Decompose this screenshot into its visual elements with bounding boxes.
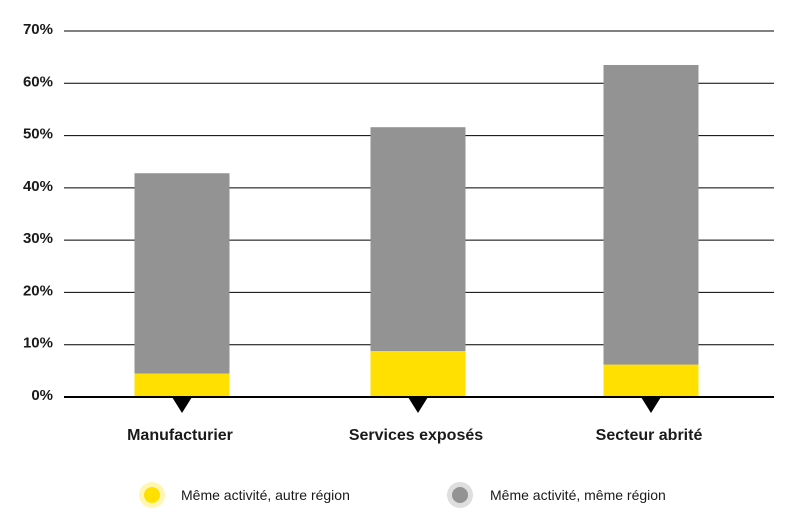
baseline-layer [64, 396, 774, 413]
legend-swatch-1 [452, 487, 468, 503]
category-label-1: Services exposés [349, 427, 483, 444]
legend-item-1: Même activité, même région [447, 482, 666, 508]
y-tick-label-40: 40% [23, 178, 53, 195]
category-marker-2 [641, 397, 661, 413]
bar-meme-region-2 [603, 64, 699, 365]
legend-label-1: Même activité, même région [490, 487, 666, 503]
y-tick-label-50: 50% [23, 126, 53, 143]
category-label-2: Secteur abrité [596, 427, 703, 444]
category-label-0: Manufacturier [127, 427, 233, 444]
bars [134, 64, 699, 397]
y-tick-label-60: 60% [23, 73, 53, 90]
bar-autre-region-1 [370, 350, 466, 397]
y-axis-ticks: 0% 10% 20% 30% 40% 50% 60% 70% [23, 21, 53, 404]
y-tick-label-10: 10% [23, 335, 53, 352]
category-labels: Manufacturier Services exposés Secteur abr… [127, 427, 702, 444]
bar-autre-region-2 [603, 364, 699, 397]
y-tick-label-0: 0% [31, 387, 53, 404]
legend: Même activité, autre région Même activité… [139, 482, 666, 508]
y-tick-label-20: 20% [23, 282, 53, 299]
bar-meme-region-1 [370, 127, 466, 351]
bar-autre-region-0 [134, 373, 230, 397]
y-tick-label-70: 70% [23, 21, 53, 38]
category-marker-1 [408, 397, 428, 413]
legend-label-0: Même activité, autre région [181, 487, 350, 503]
legend-item-0: Même activité, autre région [139, 482, 350, 508]
y-tick-label-30: 30% [23, 230, 53, 247]
legend-swatch-0 [144, 487, 160, 503]
bar-meme-region-0 [134, 173, 230, 374]
category-marker-0 [172, 397, 192, 413]
